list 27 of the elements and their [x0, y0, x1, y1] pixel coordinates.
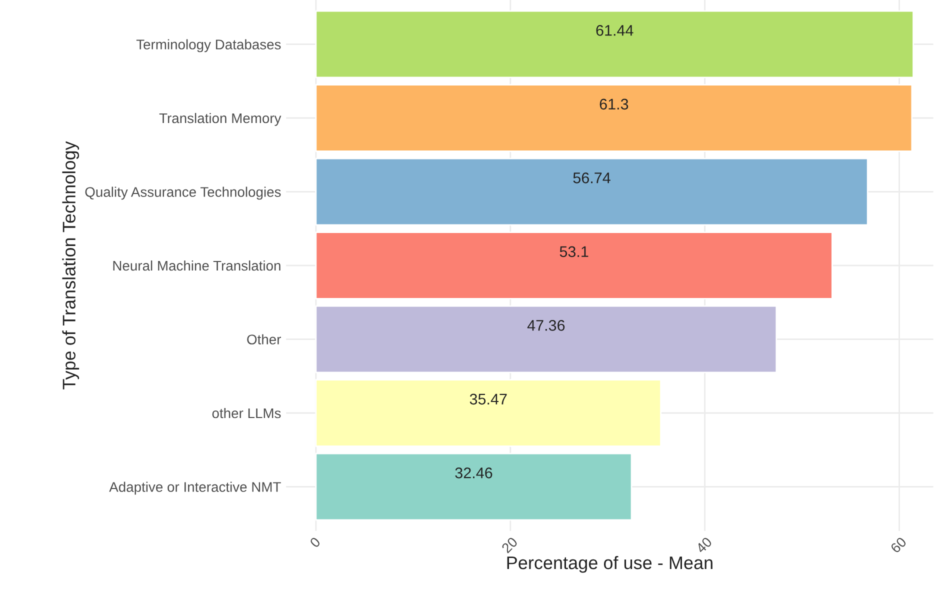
y-tick-label: Quality Assurance Technologies — [85, 186, 281, 200]
bar — [315, 379, 662, 447]
y-tick-label: Other — [247, 334, 281, 344]
y-tick-label: other LLMs — [212, 408, 281, 418]
data-label: 35.47 — [470, 394, 507, 405]
y-tick-label: Terminology Databases — [136, 39, 281, 52]
bar — [315, 305, 778, 374]
data-label: 56.74 — [573, 172, 610, 184]
y-tick-label: Adaptive or Interactive NMT — [109, 482, 281, 495]
data-label: 47.36 — [527, 320, 565, 331]
bar — [315, 10, 914, 78]
data-label: 53.1 — [560, 246, 588, 258]
x-tick-label: 60 — [890, 536, 907, 554]
data-label: 61.44 — [596, 24, 634, 36]
x-tick-label: 40 — [695, 536, 713, 554]
data-label: 32.46 — [455, 467, 492, 478]
y-axis-title: Type of Translation Technology — [62, 141, 80, 390]
x-axis-title: Percentage of use - Mean — [507, 556, 712, 573]
bar — [315, 452, 632, 521]
x-tick-label: 20 — [501, 536, 518, 554]
x-tick-label: 0 — [309, 536, 321, 548]
y-tick-label: Translation Memory — [159, 112, 282, 126]
data-label: 61.3 — [600, 98, 628, 110]
bar — [315, 232, 833, 300]
bar — [315, 84, 913, 152]
y-tick-label: Neural Machine Translation — [113, 260, 280, 271]
bar — [315, 158, 868, 226]
